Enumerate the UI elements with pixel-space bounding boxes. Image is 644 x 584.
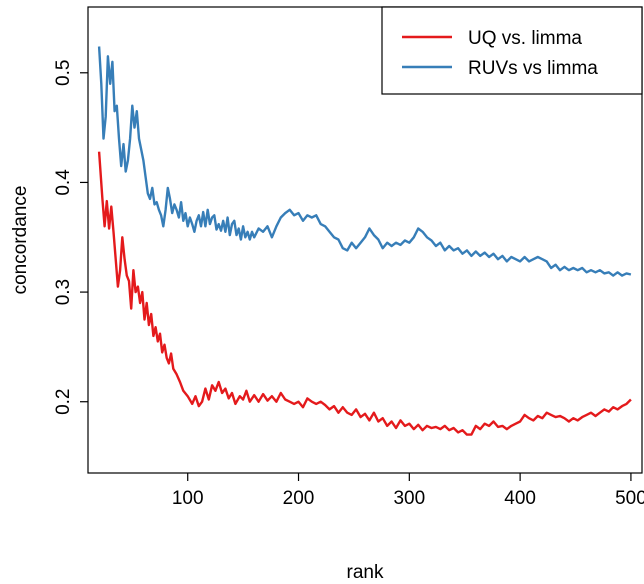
y-tick-label-0.4: 0.4 (53, 169, 74, 196)
y-axis-title: concordance (10, 186, 31, 295)
legend: UQ vs. limma RUVs vs limma (381, 6, 643, 95)
x-axis: 100 200 300 400 500 (172, 473, 644, 509)
legend-label-uq-vs-limma: UQ vs. limma (468, 28, 582, 49)
y-tick-label-0.3: 0.3 (53, 279, 74, 305)
x-tick-label-500: 500 (615, 488, 644, 509)
y-tick-label-0.2: 0.2 (53, 389, 74, 415)
x-axis-title: rank (347, 562, 384, 583)
series-line-0 (97, 151, 632, 436)
series-layer (97, 46, 632, 436)
series-line-1 (97, 46, 632, 277)
x-tick-label-300: 300 (393, 488, 425, 509)
plot-frame (87, 6, 643, 474)
plot-area (87, 6, 643, 474)
y-axis: 0.2 0.3 0.4 0.5 (53, 60, 88, 415)
x-tick-label-100: 100 (172, 488, 204, 509)
legend-box (381, 6, 643, 95)
y-tick-label-0.5: 0.5 (53, 60, 74, 86)
legend-label-ruvs-vs-limma: RUVs vs limma (468, 58, 598, 79)
x-tick-label-400: 400 (504, 488, 536, 509)
x-tick-label-200: 200 (283, 488, 315, 509)
